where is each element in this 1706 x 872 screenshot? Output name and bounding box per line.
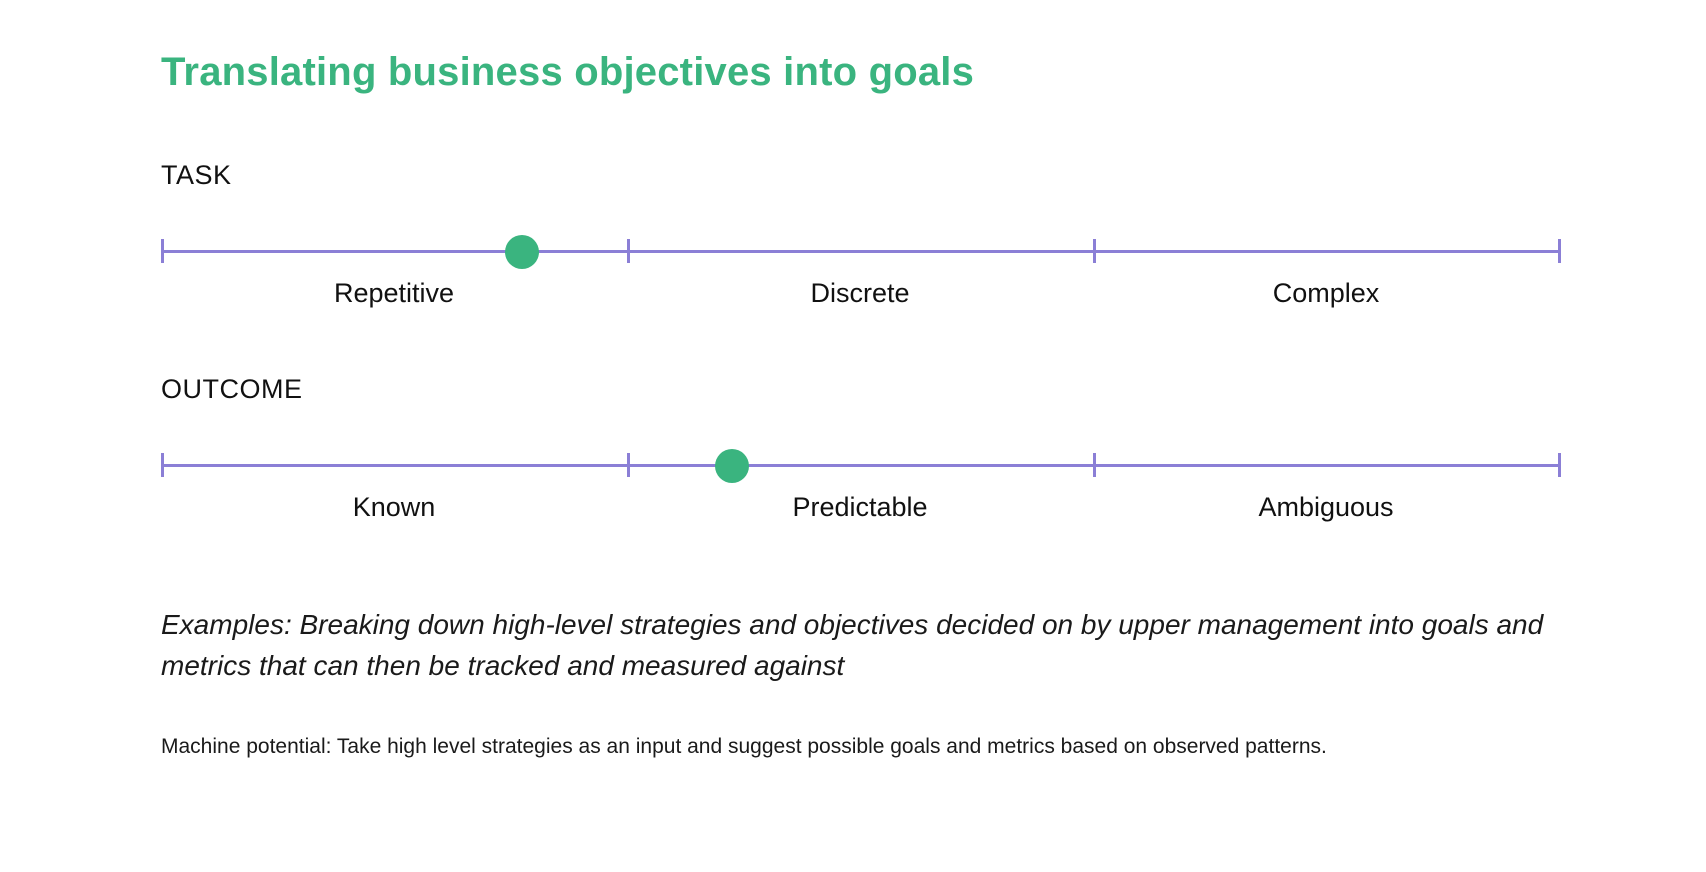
outcome-segment-ambiguous: Ambiguous xyxy=(1258,492,1394,522)
task-segment-repetitive: Repetitive xyxy=(333,278,455,308)
machine-potential-text: Machine potential: Take high level strat… xyxy=(161,735,1327,758)
page-title: Translating business objectives into goa… xyxy=(161,50,975,94)
outcome-scale-tick-end xyxy=(1558,453,1561,477)
outcome-scale-label: OUTCOME xyxy=(161,374,303,404)
outcome-scale-marker xyxy=(715,449,750,483)
task-scale-label: TASK xyxy=(161,160,232,190)
outcome-scale-tick-start xyxy=(161,453,164,477)
outcome-scale-track xyxy=(161,464,1561,467)
task-scale-tick-end xyxy=(1558,239,1561,263)
outcome-segment-known: Known xyxy=(352,492,436,522)
outcome-segment-predictable: Predictable xyxy=(792,492,928,522)
outcome-scale-tick-1 xyxy=(627,453,630,477)
task-scale-marker xyxy=(505,235,540,269)
task-scale-track xyxy=(161,250,1561,253)
task-segment-complex: Complex xyxy=(1272,278,1380,308)
task-scale-tick-start xyxy=(161,239,164,263)
task-scale-tick-1 xyxy=(627,239,630,263)
task-segment-discrete: Discrete xyxy=(810,278,910,308)
examples-text: Examples: Breaking down high-level strat… xyxy=(161,609,1544,681)
outcome-scale-tick-2 xyxy=(1093,453,1096,477)
task-scale-tick-2 xyxy=(1093,239,1096,263)
